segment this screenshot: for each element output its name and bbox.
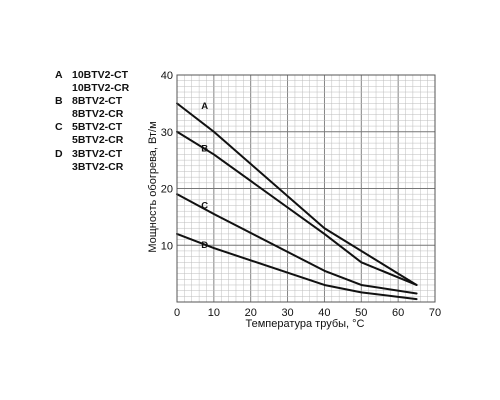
x-tick-label: 30 [281, 307, 293, 319]
y-tick-label: 30 [161, 127, 173, 139]
y-axis-label: Мощность обогрева, Вт/м [147, 121, 159, 252]
chart-legend: A 10BTV2-CT 10BTV2-CR B 8BTV2-CT 8BTV2-CR C 5BT… [55, 69, 129, 174]
x-tick-label: 0 [174, 307, 180, 319]
series-label-a: A [201, 101, 208, 112]
series-line-b [176, 130, 418, 286]
legend-entry: C 5BTV2-CT 5BTV2-CR [55, 121, 129, 147]
x-tick-label: 70 [429, 307, 441, 319]
series-labels: A B C D [201, 101, 208, 251]
legend-product-name: 8BTV2-CR [72, 108, 124, 121]
y-tick-label: 20 [161, 184, 173, 196]
x-tick-label: 40 [318, 307, 330, 319]
legend-letter: D [55, 147, 63, 160]
legend-entry: D 3BTV2-CT 3BTV2-CR [55, 148, 129, 174]
series-line-a [176, 102, 418, 286]
x-tick-label: 50 [355, 307, 367, 319]
x-tick-label: 60 [392, 307, 404, 319]
x-tick-label: 20 [245, 307, 257, 319]
legend-product-name: 5BTV2-CT [72, 121, 123, 134]
axes: 0 10 20 30 40 50 60 70 10 20 30 40 [161, 70, 441, 319]
x-axis-label: Температура трубы, °C [246, 318, 365, 330]
legend-entry: A 10BTV2-CT 10BTV2-CR [55, 69, 129, 95]
legend-product-name: 10BTV2-CR [72, 82, 130, 95]
series-line-c [176, 193, 418, 295]
legend-product-name: 5BTV2-CR [72, 134, 124, 147]
legend-product-name: 10BTV2-CT [72, 69, 129, 81]
series-line-d [176, 232, 418, 301]
chart-grid [176, 74, 436, 303]
series-lines [176, 102, 418, 301]
legend-letter: A [55, 69, 63, 81]
legend-product-name: 8BTV2-CT [72, 95, 123, 108]
series-label-b: B [201, 144, 208, 155]
plot-frame [176, 74, 436, 303]
legend-entry: B 8BTV2-CT 8BTV2-CR [55, 95, 129, 121]
series-label-c: C [201, 200, 208, 211]
series-label-d: D [201, 240, 208, 251]
legend-letter: C [55, 121, 63, 134]
legend-product-name: 3BTV2-CR [72, 160, 124, 173]
legend-letter: B [55, 95, 63, 108]
legend-product-name: 3BTV2-CT [72, 147, 123, 160]
y-tick-label: 40 [161, 70, 173, 82]
x-tick-label: 10 [208, 307, 220, 319]
y-tick-label: 10 [161, 240, 173, 252]
